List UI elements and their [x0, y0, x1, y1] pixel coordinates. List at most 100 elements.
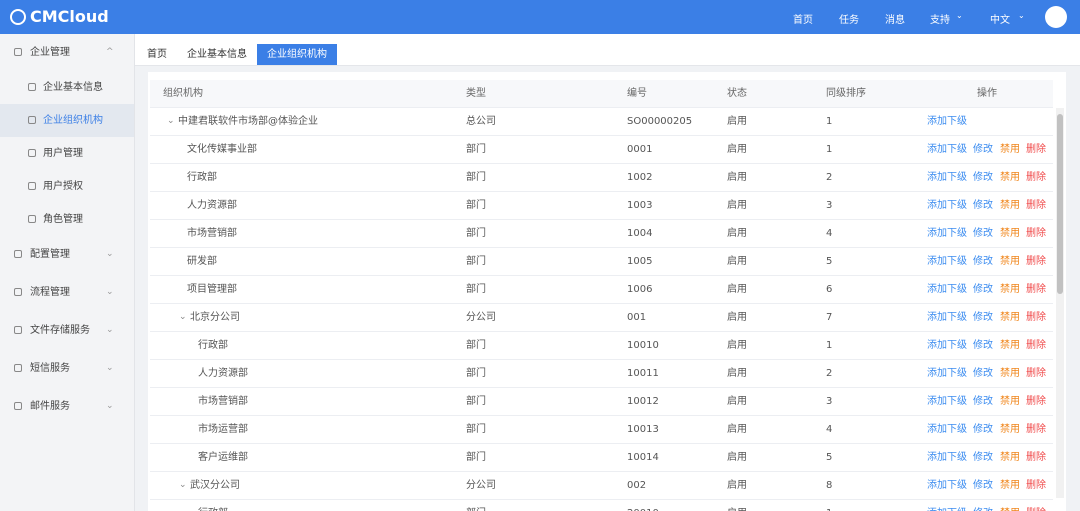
avatar[interactable] [1045, 6, 1067, 28]
tab-bar: 首页 企业基本信息 企业组织机构 [135, 34, 1080, 66]
action-link[interactable]: 添加下级 [927, 144, 967, 155]
action-link[interactable]: 添加下级 [927, 340, 967, 351]
action-link[interactable]: 添加下级 [927, 256, 967, 267]
menu-chevron: ⌄ [106, 287, 114, 297]
cell: 2 [826, 172, 833, 183]
cell: 北京分公司 [190, 312, 240, 323]
action-link[interactable]: 添加下级 [927, 172, 967, 183]
menu-item[interactable]: 用户授权 [0, 170, 134, 203]
menu-item[interactable]: 企业组织机构 [0, 104, 134, 137]
action-link[interactable]: 添加下级 [927, 480, 967, 491]
cell: 分公司 [466, 480, 496, 491]
action-link[interactable]: 修改 [973, 480, 993, 491]
expand-toggle[interactable]: ⌄ [167, 116, 175, 126]
action-link[interactable]: 禁用 [1000, 424, 1020, 435]
action-link[interactable]: 修改 [973, 172, 993, 183]
action-link[interactable]: 添加下级 [927, 396, 967, 407]
menu-group[interactable]: 文件存储服务 ⌄ [0, 314, 134, 347]
tab[interactable]: 企业组织机构 [257, 44, 337, 65]
action-link[interactable]: 禁用 [1000, 200, 1020, 211]
menu-chevron: ^ [106, 47, 114, 57]
action-link[interactable]: 修改 [973, 452, 993, 463]
tab[interactable]: 企业基本信息 [187, 49, 247, 60]
action-link[interactable]: 修改 [973, 500, 993, 511]
action-link[interactable]: 修改 [973, 144, 993, 155]
action-link[interactable]: 添加下级 [927, 452, 967, 463]
menu-item[interactable]: 企业基本信息 [0, 71, 134, 104]
action-link[interactable]: 禁用 [1000, 480, 1020, 491]
menu-group[interactable]: 企业管理 ^ [0, 36, 134, 69]
action-link[interactable]: 删除 [1026, 228, 1046, 239]
nav-item[interactable]: 首页 [793, 15, 813, 26]
action-link[interactable]: 删除 [1026, 452, 1046, 463]
action-link[interactable]: 修改 [973, 396, 993, 407]
action-link[interactable]: 修改 [973, 340, 993, 351]
action-link[interactable]: 删除 [1026, 312, 1046, 323]
action-link[interactable]: 修改 [973, 312, 993, 323]
action-link[interactable]: 删除 [1026, 500, 1046, 511]
scrollbar[interactable] [1056, 108, 1064, 498]
action-link[interactable]: 禁用 [1000, 368, 1020, 379]
nav-item[interactable]: 支持 [930, 15, 950, 26]
menu-item[interactable]: 用户管理 [0, 137, 134, 170]
action-link[interactable]: 禁用 [1000, 228, 1020, 239]
action-link[interactable]: 删除 [1026, 340, 1046, 351]
action-link[interactable]: 禁用 [1000, 312, 1020, 323]
action-link[interactable]: 删除 [1026, 480, 1046, 491]
action-link[interactable]: 删除 [1026, 144, 1046, 155]
action-link[interactable]: 添加下级 [927, 500, 967, 511]
action-link[interactable]: 禁用 [1000, 172, 1020, 183]
action-link[interactable]: 禁用 [1000, 256, 1020, 267]
action-link[interactable]: 修改 [973, 284, 993, 295]
cell: 5 [826, 256, 833, 267]
action-link[interactable]: 修改 [973, 256, 993, 267]
action-link[interactable]: 禁用 [1000, 500, 1020, 511]
action-link[interactable]: 添加下级 [927, 368, 967, 379]
logo-text: CMCloud [30, 7, 109, 26]
nav-item[interactable]: 中文 [990, 15, 1010, 26]
nav-item[interactable]: 任务 [839, 15, 859, 26]
menu-item[interactable]: 角色管理 [0, 203, 134, 236]
action-link[interactable]: 删除 [1026, 368, 1046, 379]
action-link[interactable]: 删除 [1026, 424, 1046, 435]
action-link[interactable]: 禁用 [1000, 452, 1020, 463]
action-link[interactable]: 删除 [1026, 396, 1046, 407]
nav-item[interactable]: 消息 [885, 15, 905, 26]
action-link[interactable]: 添加下级 [927, 284, 967, 295]
action-link[interactable]: 禁用 [1000, 396, 1020, 407]
table-row: 客户运维部 部门 10014 启用 5 添加下级 修改 禁用 删除 [150, 444, 1053, 472]
action-link[interactable]: 删除 [1026, 284, 1046, 295]
cell: 启用 [727, 480, 747, 491]
menu-group[interactable]: 邮件服务 ⌄ [0, 390, 134, 423]
expand-toggle[interactable]: ⌄ [179, 480, 187, 490]
expand-toggle[interactable]: ⌄ [179, 312, 187, 322]
cell: 文化传媒事业部 [187, 144, 257, 155]
action-link[interactable]: 修改 [973, 200, 993, 211]
action-link[interactable]: 添加下级 [927, 312, 967, 323]
menu-group[interactable]: 短信服务 ⌄ [0, 352, 134, 385]
tab[interactable]: 首页 [147, 49, 167, 60]
menu-group[interactable]: 配置管理 ⌄ [0, 238, 134, 271]
action-link[interactable]: 禁用 [1000, 284, 1020, 295]
cell: 1 [826, 144, 833, 155]
action-link[interactable]: 禁用 [1000, 144, 1020, 155]
action-link[interactable]: 删除 [1026, 200, 1046, 211]
action-link[interactable]: 删除 [1026, 256, 1046, 267]
action-link[interactable]: 添加下级 [927, 200, 967, 211]
cell: 分公司 [466, 312, 496, 323]
action-link[interactable]: 添加下级 [927, 116, 967, 127]
action-link[interactable]: 修改 [973, 368, 993, 379]
action-link[interactable]: 删除 [1026, 172, 1046, 183]
action-link[interactable]: 禁用 [1000, 340, 1020, 351]
action-link[interactable]: 修改 [973, 424, 993, 435]
action-link[interactable]: 添加下级 [927, 228, 967, 239]
cell: 启用 [727, 284, 747, 295]
logo[interactable]: CMCloud [10, 7, 109, 26]
cell: 总公司 [466, 116, 496, 127]
action-link[interactable]: 修改 [973, 228, 993, 239]
action-link[interactable]: 添加下级 [927, 424, 967, 435]
menu-group[interactable]: 流程管理 ⌄ [0, 276, 134, 309]
cell: 启用 [727, 228, 747, 239]
cell: 部门 [466, 424, 486, 435]
